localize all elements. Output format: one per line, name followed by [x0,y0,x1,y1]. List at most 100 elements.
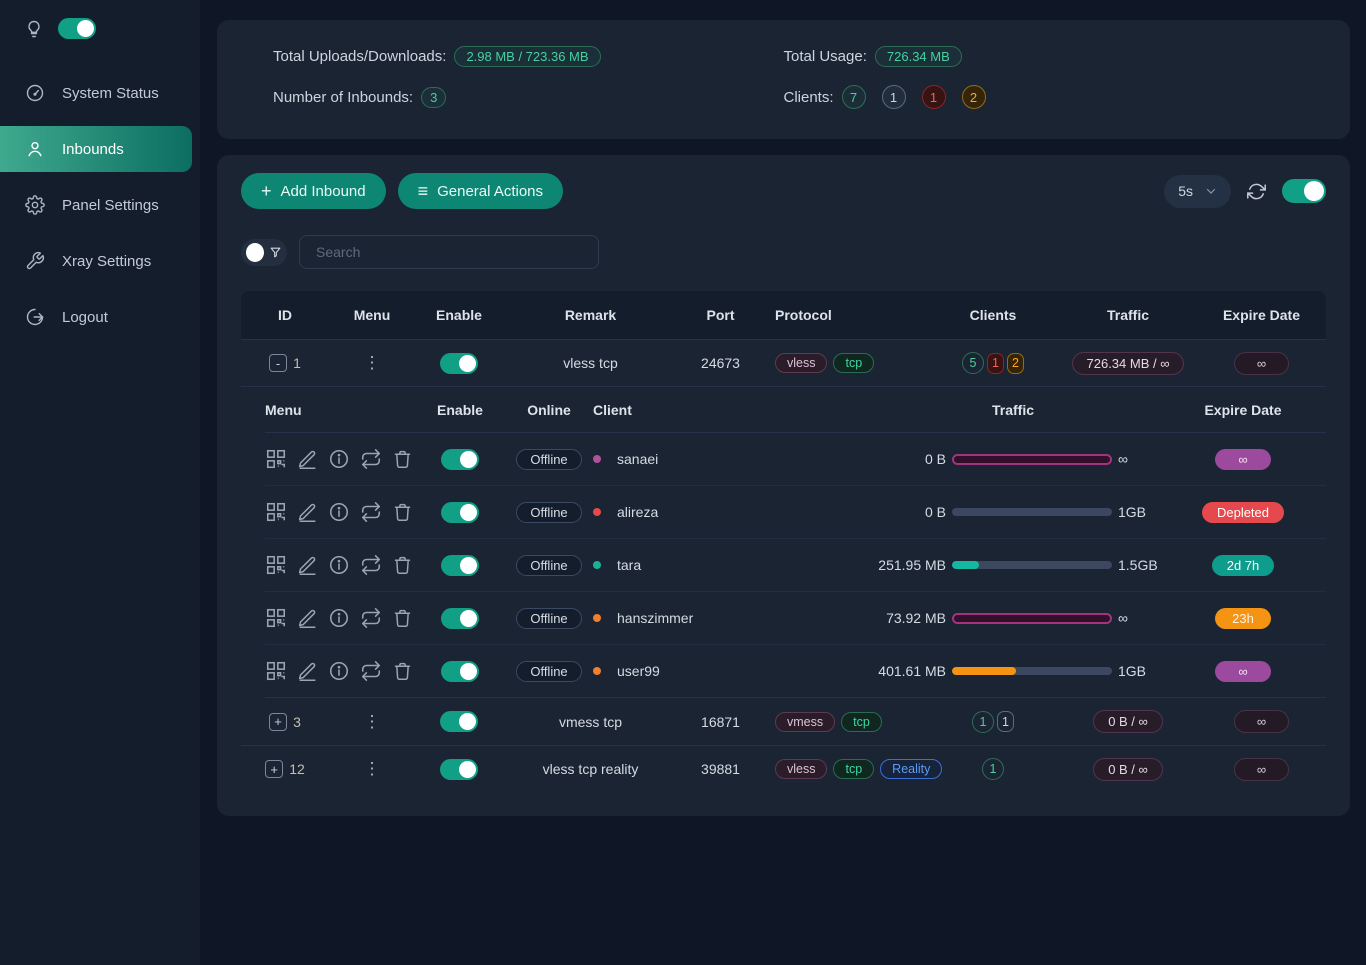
stat-label: Total Uploads/Downloads: [273,48,447,65]
row-menu-button[interactable]: ⋮ [363,759,381,778]
refresh-interval-select[interactable]: 5s [1164,174,1231,208]
reset-traffic-icon[interactable] [360,554,382,576]
refresh-icon[interactable] [1247,182,1266,201]
edit-icon[interactable] [297,502,318,523]
info-icon[interactable] [328,660,350,682]
inbound-remark: vless tcp reality [542,761,639,777]
header-menu: Menu [353,307,391,323]
main-content: Total Uploads/Downloads: 2.98 MB / 723.3… [200,0,1366,965]
client-enable-toggle[interactable] [441,660,479,682]
edit-icon[interactable] [297,661,318,682]
header-traffic: Traffic [1106,307,1149,323]
general-actions-button[interactable]: ≡ General Actions [397,173,564,209]
edit-icon[interactable] [297,608,318,629]
delete-icon[interactable] [392,449,413,470]
row-menu-button[interactable]: ⋮ [363,353,381,372]
search-row [241,235,1326,269]
auto-refresh-toggle[interactable] [1282,179,1326,203]
search-input[interactable] [299,235,599,269]
qr-code-icon[interactable] [265,448,287,470]
inbound-enable-toggle[interactable] [440,352,478,374]
sidebar-item-inbounds[interactable]: Inbounds [0,126,192,172]
wrench-icon [24,251,46,271]
sidebar-item-system-status[interactable]: System Status [0,70,200,116]
stat-label: Total Usage: [783,48,867,65]
client-status-dot [593,455,601,463]
reset-traffic-icon[interactable] [360,607,382,629]
stat-label: Number of Inbounds: [273,88,414,106]
inbound-traffic: 0 B / ∞ [1093,710,1163,733]
client-online-status: Offline [516,448,582,470]
inbound-id: 1 [293,355,301,371]
inbound-enable-toggle[interactable] [440,758,478,780]
theme-toggle[interactable] [58,18,96,39]
client-enable-toggle[interactable] [441,554,479,576]
security-tag: Reality [880,759,943,779]
client-status-dot [593,508,601,516]
theme-bulb-icon [24,19,44,39]
subheader-online: Online [527,401,571,418]
subheader-enable: Enable [437,401,483,418]
client-enable-toggle[interactable] [441,607,479,629]
client-expire-badge: ∞ [1215,448,1271,470]
header-expire-date: Expire Date [1222,307,1301,323]
client-enable-toggle[interactable] [441,501,479,523]
transport-tag: tcp [833,353,875,373]
funnel-icon [269,246,282,259]
total-usage-value: 726.34 MB [874,46,962,67]
client-name: user99 [617,663,660,679]
client-traffic-limit: 1GB [1118,504,1147,520]
inbound-remark: vmess tcp [558,713,622,730]
inbounds-table: ID Menu Enable Remark Port Protocol Clie… [241,291,1326,792]
qr-code-icon[interactable] [265,607,287,629]
add-inbound-button[interactable]: + Add Inbound [241,173,386,209]
inbound-enable-toggle[interactable] [440,711,478,732]
inbound-expire: ∞ [1233,351,1290,375]
uploads-downloads-value: 2.98 MB / 723.36 MB [454,46,601,67]
delete-icon[interactable] [392,608,413,629]
filter-toggle[interactable] [241,238,287,266]
reset-traffic-icon[interactable] [360,448,382,470]
info-icon[interactable] [328,501,350,523]
stat-total-uploads-downloads: Total Uploads/Downloads: 2.98 MB / 723.3… [273,46,784,67]
header-enable: Enable [436,307,482,323]
client-online-status: Offline [516,501,582,523]
hamburger-icon: ≡ [417,181,429,201]
client-traffic-bar [952,561,1112,569]
edit-icon[interactable] [297,449,318,470]
client-expire-badge: 2d 7h [1211,554,1275,576]
row-menu-button[interactable]: ⋮ [363,711,381,731]
protocol-tag: vless [775,759,828,779]
qr-code-icon[interactable] [265,660,287,682]
inbound-remark: vless tcp [563,355,618,371]
stats-card: Total Uploads/Downloads: 2.98 MB / 723.3… [217,20,1350,139]
sidebar-item-xray-settings[interactable]: Xray Settings [0,238,200,284]
qr-code-icon[interactable] [265,501,287,523]
client-name: tara [617,557,642,573]
toolbar: + Add Inbound ≡ General Actions 5s [241,173,1326,209]
general-actions-label: General Actions [437,182,544,200]
reset-traffic-icon[interactable] [360,501,382,523]
delete-icon[interactable] [392,661,413,682]
client-enable-toggle[interactable] [441,448,479,470]
qr-code-icon[interactable] [265,554,287,576]
sidebar-item-logout[interactable]: Logout [0,294,200,340]
inbounds-count-value: 3 [421,86,447,108]
edit-icon[interactable] [297,555,318,576]
subheader-expire: Expire Date [1204,401,1282,418]
info-icon[interactable] [328,448,350,470]
client-traffic-limit: 1.5GB [1118,557,1158,573]
collapse-row-button[interactable]: - [269,354,288,372]
delete-icon[interactable] [392,502,413,523]
reset-traffic-icon[interactable] [360,660,382,682]
expand-row-button[interactable]: + [265,760,284,778]
add-inbound-label: Add Inbound [280,182,366,200]
client-traffic-used: 0 B [924,451,946,467]
sidebar-item-panel-settings[interactable]: Panel Settings [0,182,200,228]
expand-row-button[interactable]: + [269,712,288,731]
inbound-row: - 1 ⋮ vless tcp 24673 vless tcp 5 1 2 72… [241,339,1326,386]
client-row: Offline alireza 0 B 1GB Depleted [265,486,1326,539]
info-icon[interactable] [328,607,350,629]
info-icon[interactable] [328,554,350,576]
delete-icon[interactable] [392,555,413,576]
